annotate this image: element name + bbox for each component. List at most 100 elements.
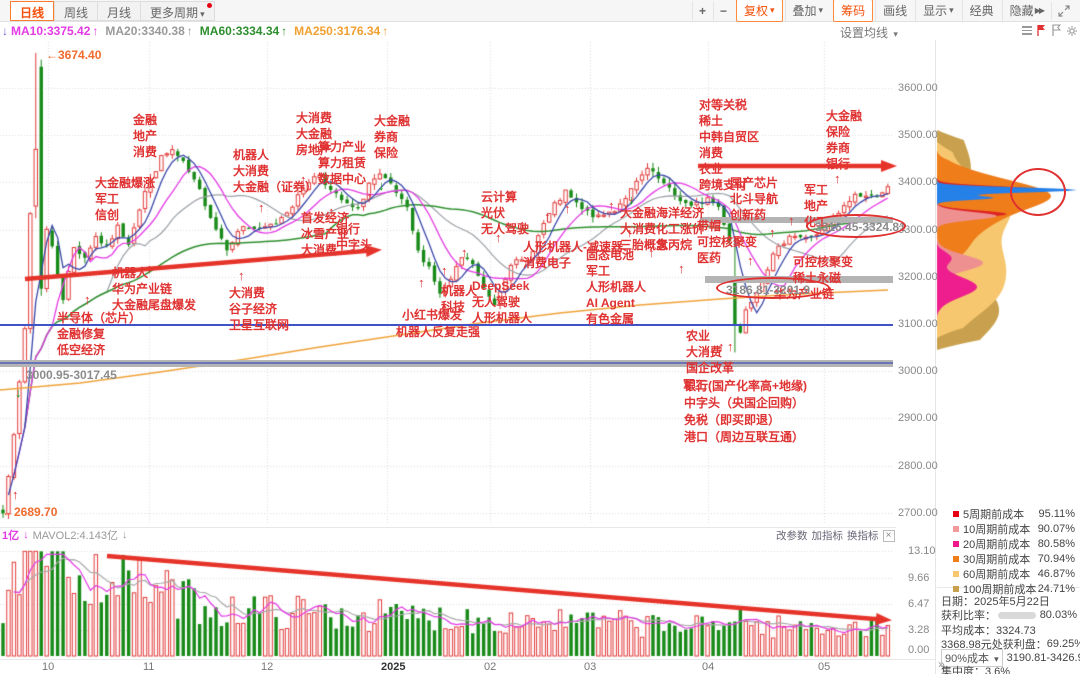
ma20-value: MA20:3340.38 bbox=[105, 24, 185, 38]
up-arrow-icon: ↑ bbox=[834, 171, 841, 186]
zoom-in-button[interactable]: + bbox=[691, 0, 713, 21]
chart-annotation: 机器人反复走强 bbox=[396, 325, 481, 339]
add-indicator-button[interactable]: 加指标 bbox=[811, 530, 844, 542]
x-axis-label: 12 bbox=[261, 661, 274, 673]
y-axis-tick: 3500.00 bbox=[898, 129, 938, 142]
chart-annotation: 军工 bbox=[683, 378, 708, 392]
chip-label: 筹码 bbox=[841, 4, 866, 18]
down-arrow-icon: ↓ bbox=[15, 385, 22, 400]
chip-distribution-panel: 5周期前成本 95.11% 10周期前成本 90.07% 20周期前成本 80.58%… bbox=[937, 40, 1080, 674]
overlay-button[interactable]: 叠加 ▾ bbox=[784, 0, 832, 22]
legend-label: 10周期前成本 bbox=[963, 524, 1031, 536]
fullscreen-icon[interactable] bbox=[1051, 1, 1077, 20]
hide-button[interactable]: 隐藏 ▶▶ bbox=[1001, 0, 1051, 22]
chevron-down-icon: ▾ bbox=[893, 29, 898, 39]
legend-label: 60周期前成本 bbox=[963, 569, 1031, 581]
y-axis-tick: 3100.00 bbox=[898, 318, 938, 330]
y-axis-tick: 3600.00 bbox=[898, 82, 938, 94]
chart-annotation: 中字头（央国企回购） bbox=[684, 396, 805, 410]
y-axis-tick: 2700.00 bbox=[898, 506, 938, 519]
up-arrow-icon: ↑ bbox=[146, 261, 153, 276]
chart-annotation: 机器人 华为产业链 大金融尾盘爆发 bbox=[112, 266, 197, 312]
cost90-dropdown[interactable]: 90%成本 ▾ bbox=[941, 649, 1003, 667]
legend-item: 5周期前成本 95.11% bbox=[953, 506, 1075, 522]
up-arrow-icon: ↑ bbox=[238, 268, 245, 283]
up-arrow-icon: ↑ bbox=[608, 198, 615, 213]
legend-swatch-icon bbox=[953, 526, 959, 532]
volume-y-tick: 0.00 bbox=[908, 644, 930, 656]
chart-annotation: 固态电池 军工 人形机器人 AI Agent 有色金属 bbox=[586, 248, 647, 326]
support-band bbox=[700, 217, 893, 223]
chart-annotation: 大消费 大金融 房地产 bbox=[296, 111, 333, 157]
up-arrow-icon: ↑ bbox=[328, 204, 335, 219]
display-label: 显示 bbox=[923, 4, 948, 18]
flag-filled-icon[interactable] bbox=[1036, 24, 1047, 37]
legend-item: 20周期前成本 80.58% bbox=[953, 536, 1075, 552]
support-line bbox=[0, 324, 893, 326]
draw-line-button[interactable]: 画线 bbox=[875, 0, 915, 22]
chart-annotation: 大金融 保险 券商 银行 bbox=[826, 109, 863, 171]
y-axis-tick: 3300.00 bbox=[898, 223, 938, 236]
legend-swatch-icon bbox=[953, 556, 959, 562]
ma-settings-button[interactable]: 设置均线 ▾ bbox=[840, 24, 898, 41]
avg-cost-label: 平均成本： bbox=[941, 625, 996, 637]
classic-button[interactable]: 经典 bbox=[961, 0, 1002, 22]
y-axis-tick: 2900.00 bbox=[898, 412, 938, 425]
legend-swatch-icon bbox=[953, 586, 959, 592]
chart-annotation: 大金融 大消费 三胎概念 bbox=[620, 206, 669, 252]
zoom-out-button[interactable]: − bbox=[712, 0, 734, 21]
collapse-panel-icon[interactable]: » bbox=[938, 657, 945, 671]
tab-monthly[interactable]: 月线 bbox=[97, 0, 141, 21]
legend-label: 100周期前成本 bbox=[963, 584, 1037, 596]
adjust-price-button[interactable]: 复权 ▾ bbox=[735, 0, 783, 22]
legend-item: 60周期前成本 46.87% bbox=[953, 566, 1075, 582]
chart-annotation: 大金融爆涨 军工 信创 bbox=[95, 176, 156, 222]
chart-tool-icons bbox=[1022, 24, 1078, 37]
chart-annotation: 机器人 科技 bbox=[441, 284, 478, 314]
up-arrow-icon: ↑ bbox=[461, 245, 468, 260]
volume-y-tick: 3.28 bbox=[908, 624, 930, 636]
up-arrow-icon: ↑ bbox=[769, 225, 776, 240]
chart-annotation: 对等关税 稀土 中韩自贸区 消费 农业 跨境支付 bbox=[699, 98, 760, 192]
tab-weekly[interactable]: 周线 bbox=[54, 0, 98, 21]
price-label: ←3674.40 bbox=[46, 48, 102, 62]
x-axis-label: 11 bbox=[143, 661, 155, 673]
volume-header: 1亿 ↓ MAVOL2:4.143亿 ↓ 改参数 加指标 换指标 × bbox=[0, 527, 896, 542]
up-arrow-icon: ↑ bbox=[648, 245, 655, 260]
date-value: 2025年5月22日 bbox=[974, 596, 1050, 608]
profit-ratio-label: 获利比率： bbox=[941, 610, 996, 622]
panel-divider bbox=[935, 40, 936, 674]
up-arrow-icon: ↑ bbox=[718, 339, 725, 354]
chevron-down-icon: ▾ bbox=[200, 8, 205, 19]
y-axis-tick: 3000.00 bbox=[898, 365, 938, 378]
chip-distribution-button[interactable]: 筹码 bbox=[833, 0, 874, 22]
ma250-value: MA250:3176.34 bbox=[294, 24, 381, 38]
x-axis-label: 04 bbox=[702, 661, 715, 673]
switch-indicator-button[interactable]: 换指标 bbox=[847, 530, 879, 542]
tab-daily[interactable]: 日线 bbox=[10, 0, 55, 21]
legend-item: 30周期前成本 70.94% bbox=[953, 551, 1075, 567]
display-button[interactable]: 显示 ▾ bbox=[915, 0, 962, 22]
up-arrow-icon: ↑ bbox=[678, 261, 685, 276]
double-arrow-icon: ▶▶ bbox=[1034, 6, 1045, 15]
chevron-down-icon: ▾ bbox=[949, 5, 954, 15]
price-profit-row: 3368.98元处获利盘：69.25% bbox=[941, 636, 1080, 652]
gear-icon[interactable] bbox=[1066, 25, 1078, 37]
change-params-button[interactable]: 改参数 bbox=[776, 530, 808, 542]
legend-value: 24.71% bbox=[1037, 583, 1075, 595]
up-arrow-icon: ↑ bbox=[544, 209, 551, 224]
volume-y-tick: 9.66 bbox=[908, 572, 930, 584]
chart-annotation: 免税（即买即退） bbox=[684, 413, 781, 427]
chevron-down-icon: ▾ bbox=[818, 5, 824, 15]
tab-more-periods[interactable]: 更多周期 ▾ bbox=[140, 0, 215, 21]
legend-swatch-icon bbox=[953, 541, 959, 547]
axis-divider bbox=[0, 659, 936, 660]
indicator-lines-icon[interactable] bbox=[1022, 26, 1032, 35]
up-arrow-icon: ↑ bbox=[727, 339, 734, 354]
x-axis-label: 10 bbox=[42, 661, 55, 673]
close-indicator-icon[interactable]: × bbox=[882, 529, 895, 542]
mavol1-value: 1亿 bbox=[2, 529, 20, 542]
legend-value: 80.58% bbox=[1037, 538, 1075, 550]
flag-outline-icon[interactable] bbox=[1051, 24, 1062, 37]
